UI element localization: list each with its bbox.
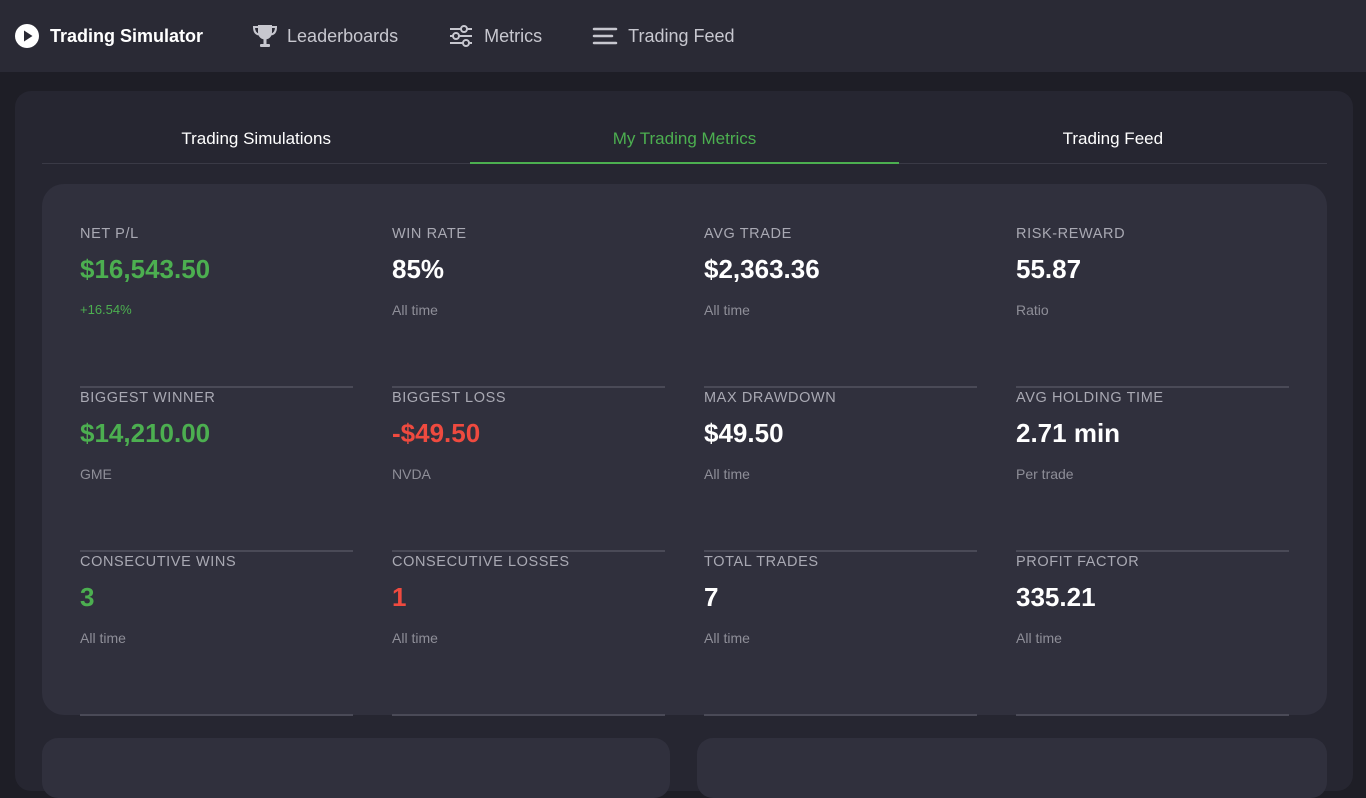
metric-value: 1 [392, 582, 407, 612]
nav-item-leaderboards[interactable]: Leaderboards [251, 0, 398, 72]
metric-label: CONSECUTIVE WINS [80, 554, 237, 570]
metric-value: -$49.50 [392, 418, 481, 448]
metric-consecutive-losses: CONSECUTIVE LOSSES 1 All time [392, 552, 665, 716]
metric-value: 7 [704, 582, 719, 612]
top-nav: Trading Simulator Leaderboards Me [0, 0, 1366, 72]
metric-avg-holding-time: AVG HOLDING TIME 2.71 min Per trade [1016, 388, 1289, 552]
bottom-card-right [697, 738, 1327, 798]
play-circle-icon [14, 23, 40, 49]
tab-my-trading-metrics[interactable]: My Trading Metrics [470, 115, 899, 164]
metric-sub: All time [704, 630, 750, 646]
metric-label: BIGGEST WINNER [80, 390, 216, 406]
metric-label: RISK-REWARD [1016, 226, 1126, 242]
metric-label: MAX DRAWDOWN [704, 390, 837, 406]
sliders-icon [448, 23, 474, 49]
nav-item-label: Metrics [484, 25, 543, 46]
metric-label: BIGGEST LOSS [392, 390, 507, 406]
metric-consecutive-wins: CONSECUTIVE WINS 3 All time [80, 552, 353, 716]
metrics-grid: NET P/L $16,543.50 +16.54% WIN RATE 85% … [80, 224, 1289, 716]
metric-sub: All time [704, 466, 750, 482]
metric-label: AVG HOLDING TIME [1016, 390, 1164, 406]
metric-sub: All time [392, 302, 438, 318]
metric-sub: Per trade [1016, 466, 1074, 482]
metric-value: 335.21 [1016, 582, 1096, 612]
tab-bar: Trading Simulations My Trading Metrics T… [42, 115, 1327, 164]
tab-trading-simulations[interactable]: Trading Simulations [181, 129, 331, 148]
metric-value: 2.71 min [1016, 418, 1121, 448]
metric-biggest-winner: BIGGEST WINNER $14,210.00 GME [80, 388, 353, 552]
nav-brand-label: Trading Simulator [50, 25, 204, 46]
metric-sub: NVDA [392, 466, 431, 482]
bottom-card-left [42, 738, 670, 798]
nav-item-metrics[interactable]: Metrics [448, 0, 542, 72]
metric-label: TOTAL TRADES [704, 554, 819, 570]
metric-sub: +16.54% [80, 302, 132, 317]
tab-trading-feed[interactable]: Trading Feed [1062, 129, 1164, 148]
metric-label: PROFIT FACTOR [1016, 554, 1140, 570]
metric-label: CONSECUTIVE LOSSES [392, 554, 570, 570]
metric-max-drawdown: MAX DRAWDOWN $49.50 All time [704, 388, 977, 552]
metrics-card: NET P/L $16,543.50 +16.54% WIN RATE 85% … [42, 184, 1327, 716]
metric-avg-trade: AVG TRADE $2,363.36 All time [704, 224, 977, 388]
metric-value: $14,210.00 [80, 418, 211, 448]
metric-sub: All time [1016, 630, 1062, 646]
metric-win-rate: WIN RATE 85% All time [392, 224, 665, 388]
metric-risk-reward: RISK-REWARD 55.87 Ratio [1016, 224, 1289, 388]
metric-label: WIN RATE [392, 226, 467, 242]
metric-value: 55.87 [1016, 254, 1082, 284]
metric-value: $49.50 [704, 418, 784, 448]
metric-sub: All time [704, 302, 750, 318]
nav-item-label: Leaderboards [287, 25, 399, 46]
metric-value: 85% [392, 254, 445, 284]
metric-label: AVG TRADE [704, 226, 792, 242]
metric-biggest-loss: BIGGEST LOSS -$49.50 NVDA [392, 388, 665, 552]
menu-lines-icon [592, 23, 618, 49]
metric-net-pl: NET P/L $16,543.50 +16.54% [80, 224, 353, 388]
trophy-icon [251, 23, 278, 49]
metric-value: $16,543.50 [80, 254, 211, 284]
metric-profit-factor: PROFIT FACTOR 335.21 All time [1016, 552, 1289, 716]
nav-item-trading-feed[interactable]: Trading Feed [592, 0, 735, 72]
metric-sub: GME [80, 466, 112, 482]
nav-brand[interactable]: Trading Simulator [14, 0, 203, 72]
main-panel: Trading Simulations My Trading Metrics T… [15, 91, 1353, 798]
metric-value: 3 [80, 582, 95, 612]
metric-total-trades: TOTAL TRADES 7 All time [704, 552, 977, 716]
nav-item-label: Trading Feed [628, 25, 735, 46]
metric-value: $2,363.36 [704, 254, 820, 284]
metric-sub: All time [80, 630, 126, 646]
metric-sub: Ratio [1016, 302, 1049, 318]
metric-sub: All time [392, 630, 438, 646]
metric-label: NET P/L [80, 226, 139, 242]
